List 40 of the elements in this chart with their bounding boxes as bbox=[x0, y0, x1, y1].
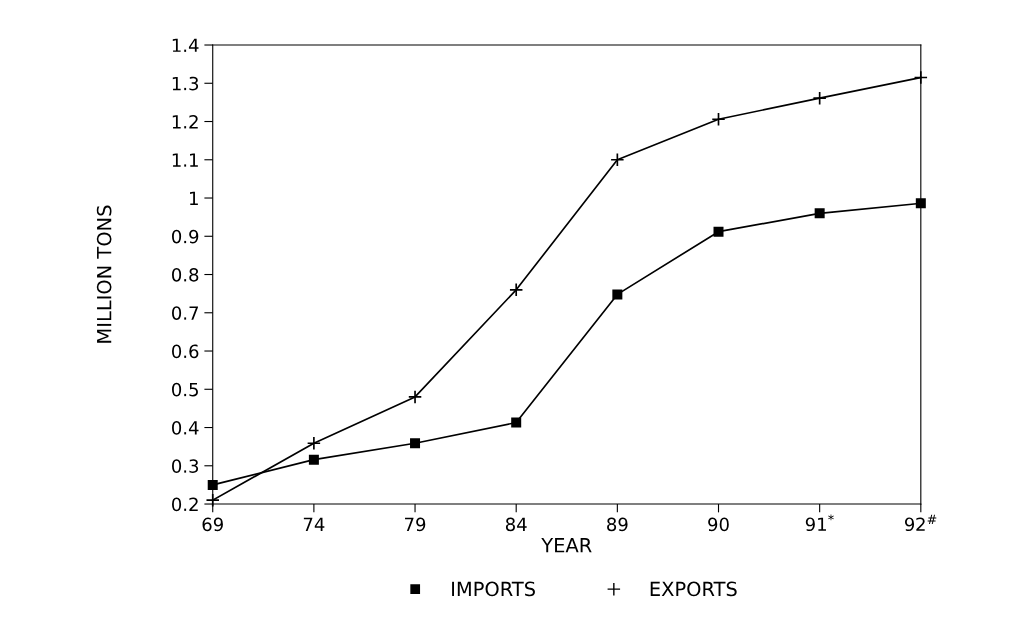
point bbox=[711, 112, 726, 127]
x-axis-title: YEAR bbox=[541, 538, 592, 553]
x-tick-label: 69 bbox=[202, 517, 223, 532]
y-tick-label: 0.3 bbox=[172, 459, 199, 473]
x-tick-label: 89 bbox=[607, 517, 628, 532]
y-tick-label: 1.2 bbox=[172, 114, 198, 129]
y-tick-label: 0.4 bbox=[172, 420, 199, 435]
legend-label: EXPORTS bbox=[650, 581, 737, 597]
point bbox=[407, 389, 423, 405]
point bbox=[410, 438, 421, 449]
y-axis-title: MILLION TONS bbox=[96, 205, 112, 343]
y-tick-label: 0.7 bbox=[172, 306, 198, 320]
y-tick-label: 1 bbox=[190, 191, 198, 205]
legend-label: IMPORTS bbox=[452, 581, 535, 597]
x-tick-label: 79 bbox=[405, 517, 426, 532]
point bbox=[511, 417, 522, 428]
point bbox=[509, 282, 524, 297]
y-tick-label: 1.4 bbox=[172, 38, 199, 52]
point bbox=[915, 198, 926, 209]
x-tick-label: 92$^{#}$ bbox=[904, 514, 937, 532]
y-tick-label: 1.1 bbox=[172, 153, 198, 167]
point bbox=[610, 152, 625, 167]
y-tick-label: 0.5 bbox=[172, 382, 198, 397]
x-tick-label: 74 bbox=[303, 517, 325, 531]
point bbox=[713, 226, 724, 237]
y-tick-label: 0.6 bbox=[172, 344, 199, 359]
point bbox=[306, 436, 321, 451]
x-tick-label: 90 bbox=[708, 517, 729, 532]
y-tick-label: 0.2 bbox=[172, 497, 198, 512]
point bbox=[812, 91, 827, 106]
point bbox=[308, 454, 319, 465]
point bbox=[913, 70, 928, 85]
y-tick-label: 0.8 bbox=[172, 267, 199, 282]
y-tick-label: 0.9 bbox=[172, 229, 199, 244]
point bbox=[612, 289, 623, 300]
x-tick-label: 84 bbox=[505, 517, 527, 532]
point bbox=[814, 208, 825, 219]
x-tick-label: 91$^{*}$ bbox=[805, 514, 834, 532]
point bbox=[207, 479, 218, 490]
y-tick-label: 1.3 bbox=[172, 76, 199, 91]
